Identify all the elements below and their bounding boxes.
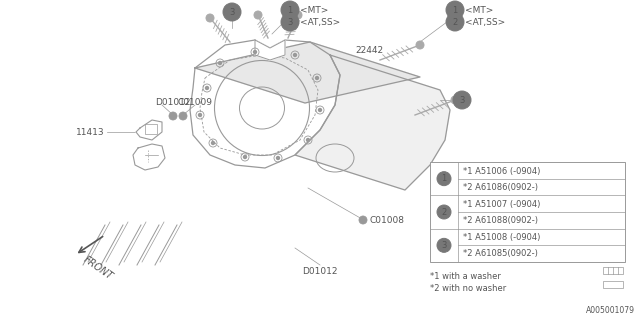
Text: *1 A51008 (-0904): *1 A51008 (-0904) <box>463 233 540 242</box>
Text: 3: 3 <box>229 7 235 17</box>
Circle shape <box>361 218 365 222</box>
Text: D01012: D01012 <box>302 268 338 276</box>
Text: <MT>: <MT> <box>465 5 493 14</box>
Text: C01008: C01008 <box>370 215 405 225</box>
Text: *2 A61088(0902-): *2 A61088(0902-) <box>463 216 538 225</box>
Circle shape <box>254 11 262 19</box>
Circle shape <box>307 139 310 141</box>
Circle shape <box>179 112 187 120</box>
Circle shape <box>169 112 177 120</box>
Text: *2 with no washer: *2 with no washer <box>430 284 506 293</box>
Circle shape <box>181 114 185 118</box>
Circle shape <box>416 41 424 49</box>
Text: 22442: 22442 <box>355 45 383 54</box>
Text: 1: 1 <box>442 174 447 183</box>
Polygon shape <box>133 144 165 170</box>
Circle shape <box>451 96 459 104</box>
Circle shape <box>294 11 302 19</box>
Text: 1: 1 <box>452 5 458 14</box>
Text: 2: 2 <box>442 207 447 217</box>
Text: <AT,SS>: <AT,SS> <box>465 18 505 27</box>
Polygon shape <box>295 55 450 190</box>
Text: 2: 2 <box>452 18 458 27</box>
Polygon shape <box>190 40 340 168</box>
Circle shape <box>359 216 367 224</box>
Circle shape <box>218 61 221 65</box>
Text: C01009: C01009 <box>178 98 213 107</box>
Circle shape <box>223 3 241 21</box>
Circle shape <box>319 108 321 111</box>
Bar <box>603 267 623 274</box>
Text: 11413: 11413 <box>76 127 105 137</box>
Text: 3: 3 <box>442 241 447 250</box>
Circle shape <box>437 205 451 219</box>
Circle shape <box>198 114 202 116</box>
Text: *1 A51006 (-0904): *1 A51006 (-0904) <box>463 166 540 175</box>
Polygon shape <box>195 42 420 103</box>
Text: 3: 3 <box>287 18 292 27</box>
Circle shape <box>316 76 319 79</box>
Circle shape <box>446 1 464 19</box>
Text: A005001079: A005001079 <box>586 306 635 315</box>
Circle shape <box>453 91 471 109</box>
Text: <MT>: <MT> <box>300 5 328 14</box>
Circle shape <box>276 156 280 159</box>
Polygon shape <box>136 120 162 140</box>
Text: FRONT: FRONT <box>81 254 115 282</box>
Circle shape <box>437 238 451 252</box>
Circle shape <box>437 172 451 186</box>
Circle shape <box>206 14 214 22</box>
Circle shape <box>446 13 464 31</box>
Text: *1 with a washer: *1 with a washer <box>430 272 501 281</box>
Circle shape <box>171 114 175 118</box>
Circle shape <box>205 86 209 90</box>
Text: D01012: D01012 <box>155 98 191 107</box>
Circle shape <box>253 51 257 53</box>
Circle shape <box>281 1 299 19</box>
Text: 1: 1 <box>287 5 292 14</box>
Circle shape <box>243 156 246 158</box>
Circle shape <box>211 141 214 145</box>
Text: *2 A61086(0902-): *2 A61086(0902-) <box>463 182 538 191</box>
Circle shape <box>294 53 296 57</box>
Circle shape <box>281 13 299 31</box>
Bar <box>603 281 623 288</box>
Polygon shape <box>255 40 285 60</box>
Text: *1 A51007 (-0904): *1 A51007 (-0904) <box>463 200 540 209</box>
Bar <box>145 124 157 134</box>
Text: <AT,SS>: <AT,SS> <box>300 18 340 27</box>
Text: 3: 3 <box>460 95 465 105</box>
Bar <box>430 162 625 262</box>
Text: *2 A61085(0902-): *2 A61085(0902-) <box>463 249 538 258</box>
